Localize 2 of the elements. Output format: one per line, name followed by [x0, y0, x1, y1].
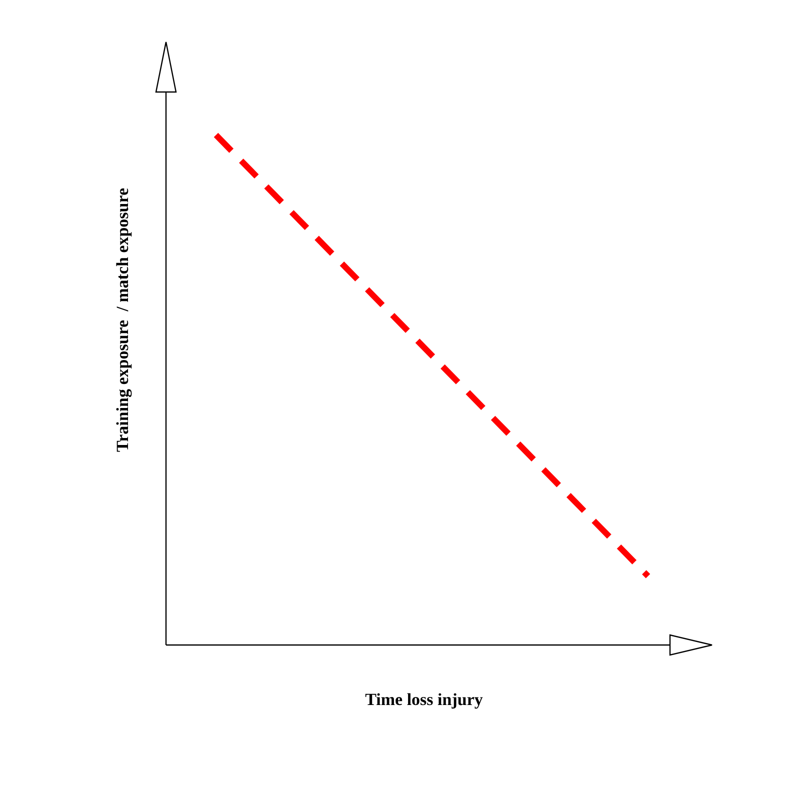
x-axis-title: Time loss injury — [365, 690, 484, 709]
y-axis-title: Training exposure / match exposure — [113, 188, 132, 452]
